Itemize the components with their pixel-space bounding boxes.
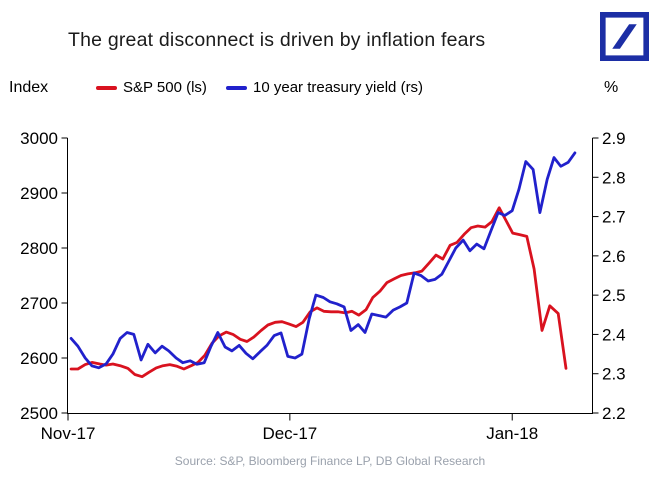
x-axis-tick-label: Jan-18 <box>486 424 538 443</box>
left-axis-tick-label: 2800 <box>20 239 58 258</box>
db-slash-icon <box>612 24 637 49</box>
legend-swatch-sp500-icon <box>96 85 117 90</box>
left-axis-tick-label: 2500 <box>20 404 58 423</box>
legend-label-treasury: 10 year treasury yield (rs) <box>253 79 424 96</box>
right-axis-tick-label: 2.5 <box>602 286 626 305</box>
right-axis-tick-label: 2.7 <box>602 208 626 227</box>
deutsche-bank-logo <box>600 12 649 61</box>
right-axis-unit-label: % <box>604 79 619 96</box>
left-axis-tick-label: 2700 <box>20 294 58 313</box>
series-line-treasury10y <box>69 151 577 370</box>
source-note: Source: S&P, Bloomberg Finance LP, DB Gl… <box>174 454 486 468</box>
left-axis-unit-label: Index <box>9 79 49 96</box>
right-axis-tick-label: 2.8 <box>602 168 626 187</box>
legend-label-sp500: S&P 500 (ls) <box>123 79 207 96</box>
left-axis-tick-label: 3000 <box>20 129 58 148</box>
x-axis-tick-label: Dec-17 <box>262 424 317 443</box>
series-line-sp500 <box>69 206 568 379</box>
axis-lines <box>67 138 593 414</box>
right-axis-tick-label: 2.4 <box>602 325 626 344</box>
legend-item-sp500: S&P 500 (ls) <box>96 79 207 96</box>
legend-swatch-treasury-icon <box>226 85 247 90</box>
left-axis-tick-label: 2600 <box>20 349 58 368</box>
chart-title: The great disconnect is driven by inflat… <box>68 29 486 51</box>
right-axis-tick-label: 2.3 <box>602 365 626 384</box>
right-axis-tick-label: 2.2 <box>602 404 626 423</box>
legend: Index S&P 500 (ls) 10 year treasury yiel… <box>0 77 660 99</box>
x-axis-tick-label: Nov-17 <box>41 424 96 443</box>
left-axis-tick-label: 2900 <box>20 184 58 203</box>
legend-item-treasury: 10 year treasury yield (rs) <box>226 79 423 96</box>
right-axis-tick-label: 2.9 <box>602 129 626 148</box>
right-axis-tick-label: 2.6 <box>602 247 626 266</box>
